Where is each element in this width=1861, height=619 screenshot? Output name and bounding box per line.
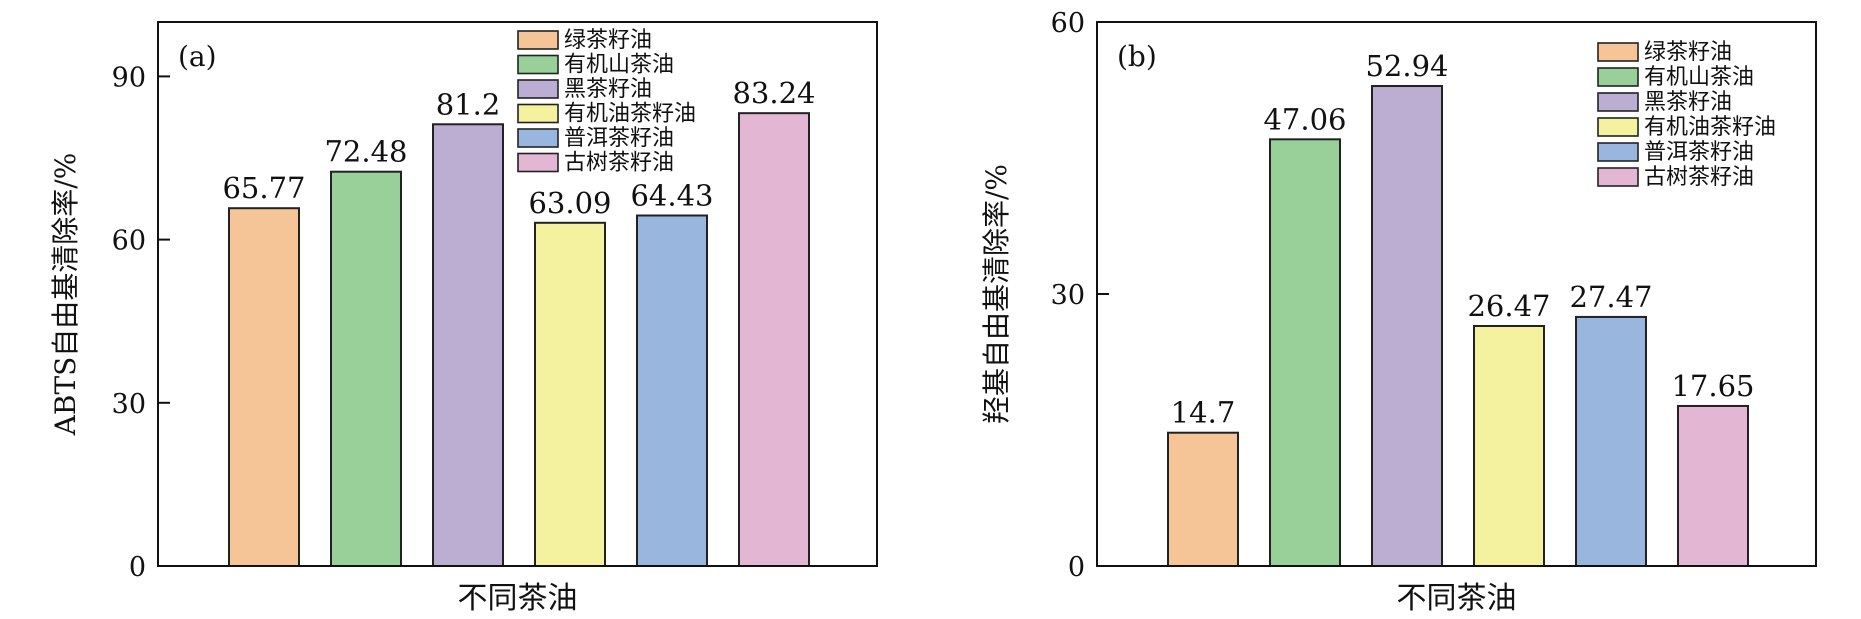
- y-tick-label: 0: [129, 552, 146, 583]
- legend-label: 绿茶籽油: [564, 28, 652, 53]
- legend-label: 黑茶籽油: [564, 77, 652, 102]
- y-tick-label: 60: [112, 226, 146, 257]
- legend-swatch: [1597, 92, 1639, 112]
- bar-value-label: 17.65: [1671, 369, 1754, 403]
- bar-value-label: 65.77: [222, 171, 305, 205]
- legend-swatch: [1597, 42, 1639, 62]
- legend-label: 有机山茶油: [564, 53, 674, 78]
- legend-swatch: [517, 30, 559, 50]
- y-tick-label: 30: [1051, 280, 1085, 311]
- panel-label: (a): [178, 40, 217, 73]
- bar-value-label: 14.7: [1171, 396, 1236, 430]
- legend-swatch: [1597, 67, 1639, 87]
- y-tick-label: 30: [112, 389, 146, 420]
- bar-value-label: 52.94: [1365, 49, 1448, 83]
- bar-value-label: 83.24: [732, 76, 815, 110]
- legend-swatch: [517, 103, 559, 124]
- x-axis-title: 不同茶油: [458, 581, 578, 616]
- bar-b-2: [1269, 138, 1341, 567]
- bar-b-3: [1371, 85, 1443, 567]
- y-axis-title: ABTS自由基清除率/%: [49, 153, 82, 437]
- legend-swatch: [1597, 117, 1639, 137]
- bar-a-4: [534, 221, 606, 567]
- legend-label: 古树茶籽油: [1644, 165, 1754, 190]
- bar-value-label: 72.48: [324, 135, 407, 169]
- y-axis-title: 羟基自由基清除率/%: [980, 164, 1013, 424]
- legend-swatch: [1597, 167, 1639, 187]
- bar-a-5: [636, 214, 708, 567]
- legend-swatch: [517, 152, 559, 173]
- bar-a-6: [738, 112, 810, 567]
- legend-label: 普洱茶籽油: [564, 126, 674, 151]
- panel-label: (b): [1117, 40, 1157, 73]
- legend-swatch: [1597, 142, 1639, 162]
- bar-a-3: [432, 123, 504, 567]
- legend-label: 有机油茶籽油: [1644, 115, 1776, 140]
- bar-value-label: 26.47: [1467, 289, 1550, 323]
- bar-b-1: [1167, 431, 1239, 567]
- legend-label: 有机山茶油: [1644, 65, 1754, 90]
- bar-b-4: [1473, 325, 1545, 567]
- bar-a-2: [330, 170, 402, 567]
- legend-label: 黑茶籽油: [1644, 90, 1732, 115]
- bar-value-label: 47.06: [1263, 102, 1346, 136]
- bar-a-1: [228, 207, 300, 567]
- x-axis-title: 不同茶油: [1397, 581, 1517, 616]
- bar-value-label: 64.43: [630, 179, 713, 213]
- bar-b-6: [1677, 404, 1749, 567]
- legend-label: 有机油茶籽油: [564, 102, 696, 127]
- bar-value-label: 27.47: [1569, 280, 1652, 314]
- plot-frame: [157, 21, 878, 567]
- y-tick-label: 90: [112, 62, 146, 93]
- legend-label: 普洱茶籽油: [1644, 140, 1754, 165]
- legend-label: 绿茶籽油: [1644, 40, 1732, 65]
- legend-swatch: [517, 79, 559, 99]
- bar-value-label: 81.2: [436, 87, 501, 121]
- legend-swatch: [517, 54, 559, 75]
- bar-value-label: 63.09: [528, 186, 611, 220]
- legend-label: 古树茶籽油: [564, 151, 674, 176]
- y-tick-label: 60: [1051, 8, 1085, 39]
- bar-b-5: [1575, 315, 1647, 567]
- legend-swatch: [517, 128, 559, 148]
- y-tick-label: 0: [1068, 552, 1085, 583]
